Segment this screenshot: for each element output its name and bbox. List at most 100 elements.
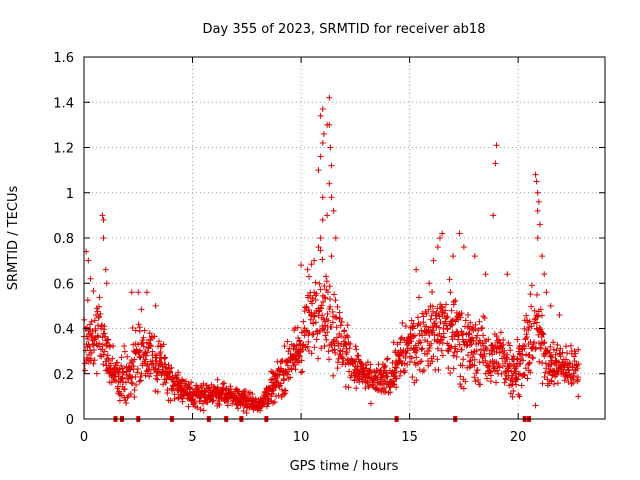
data-point xyxy=(516,393,523,400)
data-point xyxy=(108,379,115,386)
data-point xyxy=(550,339,557,346)
data-point xyxy=(410,333,417,340)
data-point xyxy=(323,273,330,280)
data-point xyxy=(462,378,469,385)
data-point xyxy=(308,261,315,268)
x-tick-label: 5 xyxy=(188,430,196,445)
data-point xyxy=(131,394,138,401)
data-point xyxy=(304,266,311,273)
data-point xyxy=(435,366,442,373)
data-point xyxy=(439,352,446,359)
data-point xyxy=(135,289,142,296)
data-point xyxy=(303,328,310,335)
data-point xyxy=(129,324,136,331)
data-point xyxy=(519,352,526,359)
data-point xyxy=(143,289,150,296)
data-point xyxy=(450,253,457,260)
data-point xyxy=(473,347,480,354)
data-point xyxy=(137,374,144,381)
data-point xyxy=(540,340,547,347)
data-point xyxy=(575,393,582,400)
data-point xyxy=(385,389,392,396)
data-point xyxy=(553,347,560,354)
data-point xyxy=(436,324,443,331)
data-point xyxy=(431,331,438,338)
data-point xyxy=(455,332,462,339)
data-point xyxy=(471,253,478,260)
data-point xyxy=(429,324,436,331)
data-point xyxy=(350,359,357,366)
data-point xyxy=(326,94,333,101)
data-point xyxy=(114,359,121,366)
data-point xyxy=(278,394,285,401)
data-point xyxy=(513,381,520,388)
data-point xyxy=(105,357,112,364)
data-point xyxy=(539,330,546,337)
x-tick-label: 10 xyxy=(293,430,310,445)
data-point xyxy=(324,289,331,296)
data-point xyxy=(393,384,400,391)
data-point xyxy=(527,291,534,298)
data-point xyxy=(118,354,125,361)
data-point xyxy=(175,369,182,376)
data-point xyxy=(324,212,331,219)
data-point xyxy=(332,297,339,304)
data-point xyxy=(240,388,247,395)
y-tick-label: 1.2 xyxy=(53,142,74,157)
data-point xyxy=(392,369,399,376)
data-point xyxy=(404,345,411,352)
data-point xyxy=(296,337,303,344)
data-point xyxy=(242,387,249,394)
data-point xyxy=(392,375,399,382)
data-point xyxy=(399,319,406,326)
data-point xyxy=(121,348,128,355)
data-point xyxy=(298,369,305,376)
data-point xyxy=(513,363,520,370)
data-point xyxy=(552,351,559,358)
data-point xyxy=(403,350,410,357)
data-point xyxy=(514,336,521,343)
data-point xyxy=(216,401,223,408)
data-point xyxy=(350,369,357,376)
data-point xyxy=(574,376,581,383)
data-point xyxy=(81,360,88,367)
data-point xyxy=(493,333,500,340)
data-point xyxy=(94,308,101,315)
data-point xyxy=(408,355,415,362)
data-point xyxy=(334,303,341,310)
data-point xyxy=(502,376,509,383)
data-point xyxy=(173,374,180,381)
x-tick-label: 15 xyxy=(401,430,418,445)
data-point xyxy=(306,273,313,280)
data-point xyxy=(434,345,441,352)
data-point xyxy=(222,386,229,393)
data-point xyxy=(365,383,372,390)
data-point xyxy=(508,382,515,389)
data-point xyxy=(344,349,351,356)
data-point xyxy=(345,384,352,391)
data-point xyxy=(328,323,335,330)
data-point xyxy=(481,351,488,358)
data-point xyxy=(550,346,557,353)
data-point xyxy=(137,377,144,384)
data-point xyxy=(572,350,579,357)
data-point xyxy=(280,377,287,384)
data-point xyxy=(430,257,437,264)
data-point xyxy=(127,390,134,397)
data-point xyxy=(99,212,106,219)
data-point xyxy=(444,326,451,333)
data-point xyxy=(487,369,494,376)
data-point xyxy=(317,153,324,160)
data-point xyxy=(323,336,330,343)
data-point xyxy=(328,194,335,201)
data-point xyxy=(471,356,478,363)
data-point xyxy=(439,230,446,237)
data-point xyxy=(510,353,517,360)
data-point xyxy=(90,346,97,353)
data-point xyxy=(397,368,404,375)
data-point xyxy=(524,375,531,382)
data-point xyxy=(333,314,340,321)
data-point xyxy=(510,387,517,394)
data-point xyxy=(102,358,109,365)
